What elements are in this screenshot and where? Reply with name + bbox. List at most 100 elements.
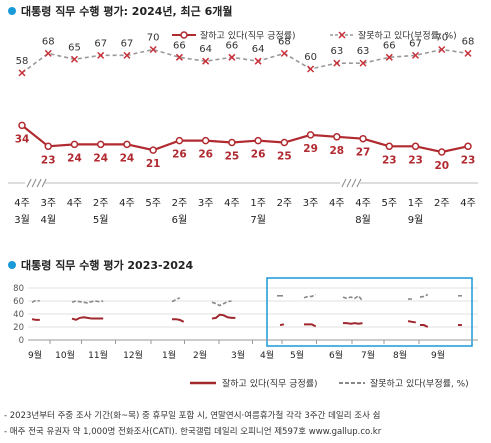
chart2-svg: 0 20 40 60 80 9월 10월 11월 12월 1월 2월 3월 4월 5월 6월 7월 8월 9월잘하… — [13, 277, 478, 390]
axis-break-mark — [356, 178, 362, 188]
x-week-label: 2주 — [434, 198, 450, 209]
negative-point — [307, 65, 315, 73]
negative-value-label: 64 — [252, 44, 265, 55]
negative-point — [385, 53, 393, 61]
negative-point — [44, 49, 52, 57]
negative-value-label: 67 — [94, 38, 107, 49]
chart2-legend: 잘하고 있다(직무 긍정률) 잘못하고 있다(부정률, %) — [190, 378, 469, 390]
x-week-label: 3주 — [40, 198, 56, 209]
negative-point — [175, 53, 183, 61]
negative-point — [254, 57, 262, 65]
negative-value-label: 65 — [68, 42, 81, 53]
negative-point — [97, 51, 105, 59]
y-tick-label: 60 — [13, 297, 24, 307]
negative-point — [228, 53, 236, 61]
negative-segment — [342, 294, 364, 302]
positive-value-label: 25 — [277, 151, 292, 163]
positive-point — [359, 134, 367, 143]
x-month-label: 11월 — [88, 349, 108, 361]
legend-negative-label: 잘못하고 있다(부정률, %) — [358, 30, 457, 42]
positive-value-label: 26 — [172, 149, 187, 161]
negative-value-label: 66 — [383, 40, 396, 51]
positive-value-label: 23 — [408, 154, 423, 166]
y-tick-label: 0 — [19, 336, 24, 346]
positive-value-label: 29 — [303, 143, 318, 155]
positive-point — [385, 142, 394, 151]
x-week-label: 4주 — [67, 198, 83, 209]
negative-value-label: 63 — [330, 46, 343, 57]
negative-point — [202, 57, 210, 65]
negative-point — [438, 45, 446, 54]
positive-point — [18, 121, 26, 130]
axis-break-mark — [36, 178, 42, 188]
x-week-label: 4주 — [355, 198, 371, 209]
footnote-1: - 2023년부터 주중 조사 기간(화~목) 중 휴무일 포함 시, 연말연시… — [4, 411, 381, 421]
chart1-title: 대통령 직무 수행 평가: 2024년, 최근 6개월 — [8, 3, 233, 19]
negative-point — [123, 51, 131, 59]
positive-value-label: 27 — [356, 147, 371, 159]
negative-value-label: 68 — [42, 36, 55, 47]
positive-point — [201, 136, 210, 145]
negative-value-label: 63 — [357, 46, 370, 57]
legend-positive-label: 잘하고 있다(직무 긍정률) — [200, 30, 296, 42]
positive-point — [464, 142, 472, 151]
x-week-label: 3주 — [303, 198, 319, 209]
series-negative-line — [21, 48, 469, 74]
positive-value-label: 23 — [41, 154, 56, 166]
x-week-label: 4주 — [329, 198, 345, 209]
negative-point — [333, 59, 341, 67]
x-month-label: 1월 — [162, 349, 176, 361]
bullet-dot-icon — [8, 7, 16, 15]
positive-point — [175, 136, 184, 145]
footnote-2: - 매주 전국 유권자 약 1,000명 전화조사(CATI). 한국갤럽 데일… — [4, 427, 382, 437]
chart1-svg: 잘하고 있다(직무 긍정률) 잘못하고 있다(부정률, %) 58 68 65 67 67 7… — [8, 30, 478, 226]
axis-break-mark — [341, 178, 347, 188]
x-month-label: 7월 — [361, 349, 375, 361]
x-month-label: 3월 — [231, 349, 245, 361]
positive-segment — [343, 322, 363, 325]
negative-value-label: 64 — [199, 44, 212, 55]
x-week-label: 3주 — [198, 198, 214, 209]
negative-point — [149, 45, 157, 54]
x-month-label: 9월 — [28, 349, 42, 361]
positive-value-label: 23 — [461, 154, 476, 166]
axis-break-mark — [346, 178, 352, 188]
x-month-label: 12월 — [123, 349, 143, 361]
x-month-label: 6월 — [172, 214, 188, 226]
negative-segment — [211, 300, 232, 307]
x-week-label: 2주 — [277, 198, 293, 209]
negative-value-label: 70 — [435, 33, 448, 44]
positive-point — [333, 133, 341, 141]
x-week-label: 5주 — [382, 198, 398, 209]
series-positive-line — [21, 124, 469, 154]
chart1-title-text: 대통령 직무 수행 평가: 2024년, 최근 6개월 — [21, 5, 233, 18]
negative-value-label: 66 — [173, 40, 186, 51]
negative-segment — [419, 293, 429, 298]
x-week-label: 1주 — [250, 198, 266, 209]
positive-point — [438, 148, 446, 156]
y-tick-label: 40 — [13, 310, 24, 320]
positive-segment — [211, 313, 236, 320]
x-week-label: 5주 — [145, 198, 161, 209]
positive-value-label: 20 — [434, 160, 449, 172]
axis-break-mark — [41, 178, 47, 188]
negative-point — [359, 59, 367, 67]
x-month-label: 8월 — [393, 349, 407, 361]
axis-break-mark — [351, 178, 357, 188]
positive-point — [411, 142, 420, 151]
negative-value-label: 67 — [121, 38, 134, 49]
x-month-label: 9월 — [431, 349, 445, 361]
positive-value-label: 23 — [382, 154, 397, 166]
negative-point — [70, 55, 79, 63]
x-week-label: 4주 — [224, 198, 240, 209]
positive-value-label: 24 — [120, 152, 135, 164]
positive-segment — [172, 318, 185, 323]
negative-value-label: 70 — [147, 33, 160, 44]
bullet-dot-icon — [8, 261, 16, 269]
negative-segment — [171, 297, 181, 303]
positive-segment — [304, 323, 317, 328]
x-month-label: 6월 — [329, 349, 343, 361]
legend-negative-marker — [338, 31, 346, 39]
highlight-box — [266, 277, 473, 347]
axis-break-mark — [31, 178, 37, 188]
